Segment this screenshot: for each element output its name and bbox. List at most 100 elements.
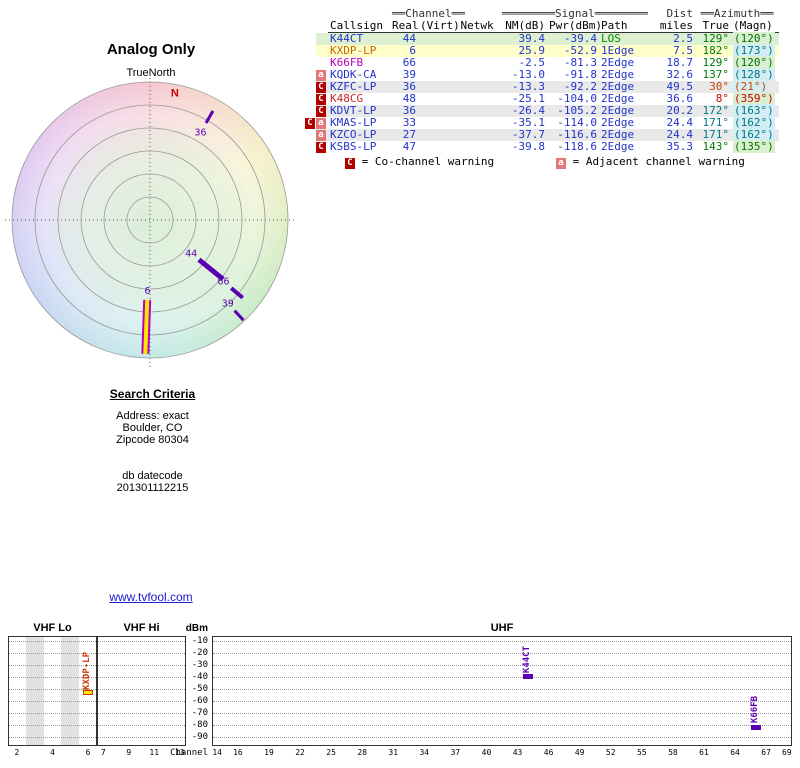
- station-marker: [229, 286, 244, 300]
- callsign-link[interactable]: K44CT: [330, 32, 364, 45]
- virtual-channel: [418, 45, 454, 57]
- channel-tick: 6: [85, 748, 91, 757]
- channel-tick: 14: [212, 748, 222, 757]
- search-criteria-address: Address: exact: [116, 410, 189, 422]
- distance-miles: 49.5: [666, 80, 694, 93]
- distance-miles: 35.3: [666, 140, 694, 153]
- gridline: [98, 701, 185, 702]
- nm-db: -39.8: [511, 140, 546, 153]
- search-criteria-heading: Search Criteria: [109, 387, 196, 401]
- path: 2Edge: [601, 80, 635, 93]
- virtual-channel: [418, 117, 454, 129]
- azimuth-magnetic: (21°): [731, 80, 779, 93]
- col-header-virt: (Virt): [418, 19, 460, 33]
- col-header-magn: (Magn): [731, 20, 780, 33]
- dbm-tick: -80: [191, 720, 208, 730]
- adjacent-channel-warning-flag: a: [316, 130, 326, 141]
- channel-spectrum-chart: dBm Channel VHF Lo 2 4 6 VHF Hi 7 9 11 13 UHF 14 16…: [0, 620, 800, 768]
- power-dbm: -52.9: [563, 44, 598, 57]
- azimuth-magnetic-value: (163°): [733, 104, 775, 117]
- signal-callsign-label: K44CT: [521, 646, 532, 674]
- real-channel: 66: [402, 56, 416, 69]
- channel-tick: 49: [574, 748, 585, 757]
- radar-channel-label: 6: [145, 286, 151, 297]
- network: [454, 33, 500, 46]
- search-criteria-zip: Zipcode 80304: [116, 434, 189, 446]
- co-channel-warning-flag: C: [305, 118, 315, 129]
- co-channel-warning-flag: C: [316, 82, 326, 93]
- db-datecode-label: db datecode: [122, 470, 183, 482]
- col-header-pwr: Pwr(dBm): [547, 19, 602, 33]
- real-channel: 6: [409, 44, 416, 57]
- distance-miles: 20.2: [666, 104, 694, 117]
- network: [454, 129, 500, 141]
- channel-tick: 31: [388, 748, 399, 757]
- spacer: [316, 8, 328, 20]
- gridline: [98, 725, 185, 726]
- azimuth-true: 172°: [702, 104, 730, 117]
- station-row: K66FB 66 -2.5 -81.3 2Edge 18.7 129° (120°): [316, 56, 780, 69]
- virtual-channel: [418, 141, 454, 153]
- azimuth-true: 171°: [702, 116, 730, 129]
- callsign-link[interactable]: KXDP-LP: [330, 44, 377, 57]
- col-header-miles: miles: [639, 20, 696, 33]
- callsign-link[interactable]: KSBS-LP: [330, 140, 377, 153]
- azimuth-true: 137°: [702, 68, 730, 81]
- virtual-channel: [418, 33, 454, 46]
- radar-channel-label: 44: [185, 248, 197, 259]
- warning-flags: C: [316, 81, 328, 93]
- station-marker: [143, 299, 150, 354]
- signal-callsign-label: KXDP-LP: [82, 651, 93, 690]
- group-header-dist: Dist: [666, 7, 694, 20]
- channel-tick: 11: [149, 748, 160, 757]
- azimuth-true: 129°: [702, 32, 730, 45]
- real-channel: 27: [402, 128, 416, 141]
- channel-stripe: [61, 637, 79, 745]
- network: [454, 81, 500, 93]
- power-dbm: -116.6: [557, 128, 598, 141]
- gridline: [9, 701, 96, 702]
- co-channel-warning-flag: C: [316, 142, 326, 153]
- callsign-link[interactable]: KZCO-LP: [330, 128, 377, 141]
- callsign-link[interactable]: KDVT-LP: [330, 104, 377, 117]
- callsign-link[interactable]: KMAS-LP: [330, 116, 377, 129]
- callsign-link[interactable]: KQDK-CA: [330, 68, 377, 81]
- nm-db: 39.4: [518, 32, 546, 45]
- radar-ring: [11, 81, 289, 359]
- channel-tick: 61: [699, 748, 709, 757]
- adjacent-channel-warning-flag: a: [316, 70, 326, 81]
- network: [454, 105, 500, 117]
- path: 2Edge: [601, 140, 635, 153]
- tvfool-link[interactable]: www.tvfool.com: [109, 590, 193, 604]
- col-header-real: Real: [390, 19, 419, 33]
- callsign-link[interactable]: K48CG: [330, 92, 364, 105]
- gridline: [213, 701, 791, 702]
- azimuth-magnetic: (120°): [731, 32, 779, 45]
- nm-db: -37.7: [511, 128, 546, 141]
- channel-tick: 9: [126, 748, 132, 757]
- power-dbm: -92.2: [563, 80, 598, 93]
- table-group-header-row: ══Channel══ ════════Signal════════ Dist …: [316, 8, 779, 20]
- spectrum-panel: [8, 636, 97, 746]
- radar-channel-label: 39: [222, 298, 234, 309]
- path: 2Edge: [601, 104, 635, 117]
- dbm-tick: -20: [191, 648, 208, 658]
- station-row: KXDP-LP 6 25.9 -52.9 1Edge 7.5 182° (173°): [316, 44, 780, 57]
- real-channel: 33: [402, 116, 416, 129]
- station-row: a KQDK-CA 39 -13.0 -91.8 2Edge 32.6 137° (128°): [316, 68, 780, 81]
- channel-tick: 43: [512, 748, 523, 757]
- callsign-link[interactable]: KZFC-LP: [330, 80, 377, 93]
- nm-db: -25.1: [511, 92, 546, 105]
- col-header-callsign: Callsign: [328, 20, 390, 33]
- callsign-link[interactable]: K66FB: [330, 56, 364, 69]
- spectrum-panel: [212, 636, 792, 746]
- channel-tick: 22: [295, 748, 305, 757]
- power-dbm: -114.0: [557, 116, 598, 129]
- azimuth-magnetic: (120°): [731, 56, 779, 69]
- channel-tick: 7: [100, 748, 106, 757]
- dbm-tick: -60: [191, 696, 208, 706]
- warning-flags: a: [316, 129, 328, 141]
- gridline: [98, 689, 185, 690]
